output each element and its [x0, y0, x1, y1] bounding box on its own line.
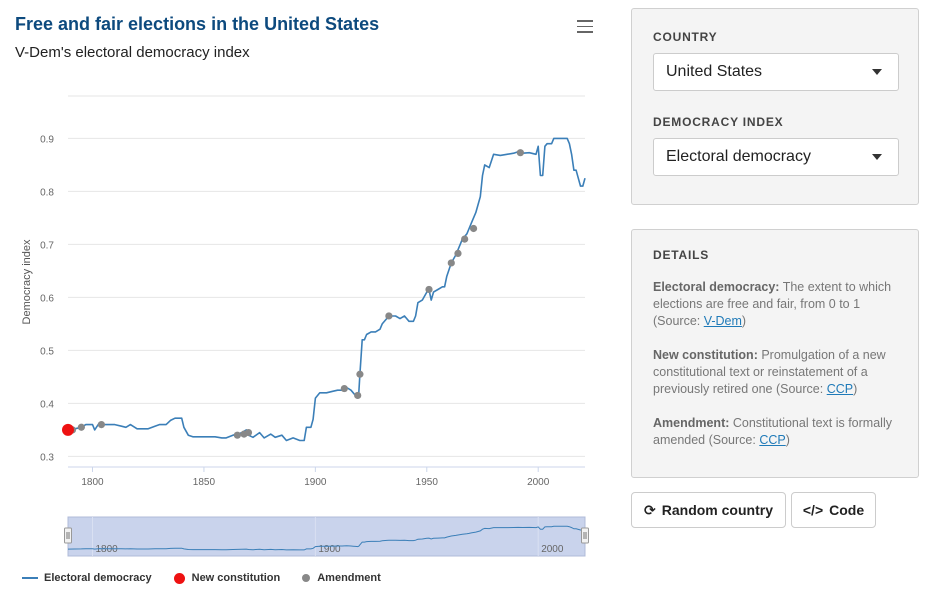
amendment-marker — [354, 391, 362, 400]
y-tick-label: 0.7 — [40, 240, 54, 251]
country-select[interactable]: United States — [653, 53, 899, 91]
navigator-series-line — [67, 525, 586, 551]
definition-text: Constitutional text is formally amended … — [653, 416, 892, 447]
controls-panel: COUNTRY United States DEMOCRACY INDEX El… — [631, 8, 919, 205]
details-amendment: Amendment: Constitutional text is formal… — [653, 415, 903, 449]
navigator-tick-label: 1900 — [318, 544, 341, 555]
amendment-marker — [244, 428, 253, 437]
legend-item-new-constitution[interactable]: New constitution — [173, 572, 281, 584]
navigator-handle[interactable] — [64, 527, 72, 544]
ccp-link[interactable]: CCP — [826, 382, 854, 396]
legend-line-swatch — [22, 577, 38, 579]
legend-label: Amendment — [317, 572, 381, 584]
definition-text: Promulgation of a new constitutional tex… — [653, 348, 886, 396]
amendment-marker — [356, 370, 364, 378]
legend-item-electoral-democracy[interactable]: Electoral democracy — [22, 572, 152, 584]
x-tick-label: 1950 — [416, 477, 439, 488]
chart-legend: Electoral democracy New constitution Ame… — [22, 572, 403, 584]
term-amendment: Amendment: — [653, 416, 730, 430]
democracy-index-select[interactable]: Electoral democracy — [653, 138, 899, 176]
details-new-constitution: New constitution: Promulgation of a new … — [653, 347, 903, 398]
y-tick-label: 0.3 — [40, 452, 54, 463]
legend-label: New constitution — [191, 572, 281, 584]
y-tick-label: 0.5 — [40, 346, 54, 357]
series-line-electoral-democracy — [67, 137, 586, 442]
legend-dot-swatch — [302, 574, 311, 582]
y-tick-label: 0.9 — [40, 134, 54, 145]
amendment-marker — [447, 259, 455, 267]
code-icon: </> — [802, 502, 824, 518]
amendment-marker — [97, 421, 106, 429]
refresh-icon: ⟳ — [644, 501, 656, 518]
y-tick-label: 0.8 — [40, 187, 54, 198]
legend-label: Electoral democracy — [44, 572, 152, 584]
details-electoral-democracy: Electoral democracy: The extent to which… — [653, 279, 903, 330]
term-electoral-democracy: Electoral democracy: — [653, 280, 780, 294]
amendment-marker — [454, 249, 462, 258]
details-heading: DETAILS — [653, 248, 710, 262]
navigator-handle[interactable] — [581, 527, 589, 544]
random-country-label: Random country — [661, 502, 773, 518]
amendment-marker — [385, 312, 393, 320]
details-panel: DETAILS Electoral democracy: The extent … — [631, 229, 919, 478]
amendment-marker — [233, 431, 241, 439]
navigator-tick-label: 2000 — [541, 544, 564, 555]
code-button[interactable]: </> Code — [791, 492, 876, 528]
amendment-marker — [340, 384, 348, 393]
y-tick-label: 0.6 — [40, 293, 54, 304]
term-new-constitution: New constitution: — [653, 348, 758, 362]
legend-dot-swatch — [173, 572, 185, 584]
definition-close: ) — [741, 314, 747, 328]
amendment-marker — [516, 149, 524, 157]
definition-text: The extent to which elections are free a… — [653, 280, 892, 328]
ccp-link[interactable]: CCP — [759, 433, 786, 447]
definition-close: ) — [853, 382, 858, 396]
chevron-down-icon — [872, 154, 882, 160]
chart-title: Free and fair elections in the United St… — [15, 14, 380, 34]
legend-item-amendment[interactable]: Amendment — [302, 572, 381, 584]
amendment-marker — [461, 235, 469, 243]
y-tick-label: 0.4 — [40, 399, 54, 410]
chart-subtitle: V-Dem's electoral democracy index — [15, 44, 250, 61]
x-tick-label: 1800 — [81, 477, 104, 488]
amendment-marker — [469, 224, 478, 233]
random-country-button[interactable]: ⟳ Random country — [631, 492, 786, 528]
navigator-tick-label: 1800 — [96, 544, 119, 555]
y-axis-title: Democracy index — [21, 239, 33, 324]
chevron-down-icon — [872, 69, 882, 75]
new-constitution-marker — [62, 423, 74, 436]
chart-panel: Free and fair elections in the United St… — [15, 14, 593, 584]
vdem-link[interactable]: V-Dem — [703, 314, 742, 328]
line-chart: 0.3 0.4 0.5 0.6 0.7 0.8 0.9 1800 1850 1900 1950 200… — [21, 95, 589, 557]
country-select-value: United States — [666, 63, 763, 80]
hamburger-menu-icon[interactable] — [577, 20, 593, 34]
x-tick-label: 2000 — [527, 477, 550, 488]
x-tick-label: 1850 — [193, 477, 216, 488]
democracy-index-select-value: Electoral democracy — [666, 148, 811, 165]
navigator-selection — [67, 516, 586, 557]
democracy-index-label: DEMOCRACY INDEX — [653, 115, 784, 129]
x-tick-label: 1900 — [304, 477, 327, 488]
amendment-marker — [425, 285, 433, 294]
definition-close: ) — [785, 433, 790, 447]
amendment-marker — [77, 423, 85, 431]
code-label: Code — [829, 502, 865, 518]
country-label: COUNTRY — [653, 30, 718, 44]
